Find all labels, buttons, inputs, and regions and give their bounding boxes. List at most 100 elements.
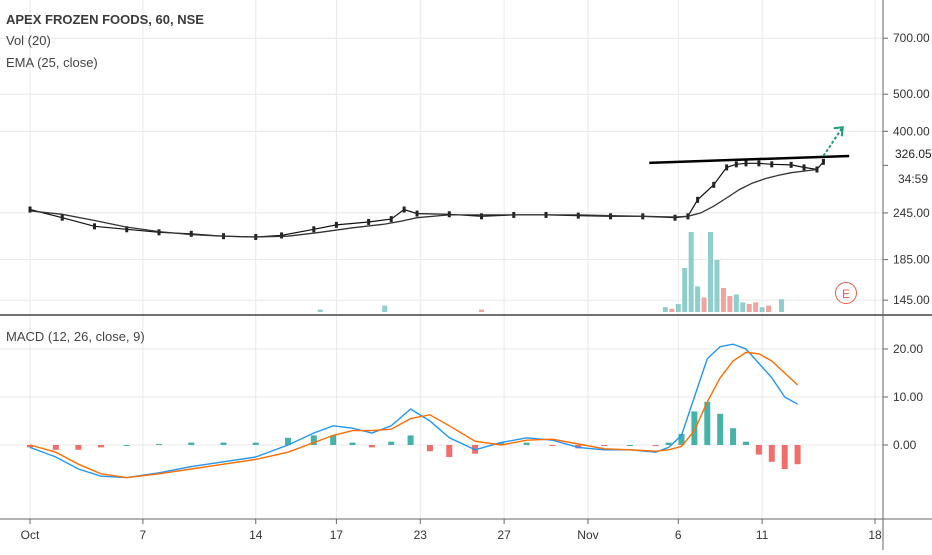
macd-histogram-bar	[652, 445, 659, 446]
volume-bar	[727, 296, 733, 312]
signal-line	[29, 351, 799, 479]
macd-histogram-bar	[75, 445, 82, 450]
price-candle	[415, 210, 419, 217]
price-tick-label: 245.00	[893, 206, 930, 220]
bar-countdown: 34:59	[898, 172, 929, 186]
macd-histogram-bar	[349, 442, 356, 445]
price-candle	[725, 164, 729, 171]
macd-histogram-bar	[220, 442, 227, 445]
time-tick-label: 27	[497, 528, 511, 542]
time-tick-label: Nov	[577, 528, 598, 542]
price-candle	[402, 206, 406, 213]
price-candle	[312, 226, 316, 233]
volume-bar	[740, 302, 746, 312]
price-layer	[28, 126, 850, 240]
macd-histogram-bar	[678, 433, 685, 445]
macd-histogram-bar	[781, 445, 788, 469]
price-candle	[157, 229, 161, 236]
macd-tick-label: 0.00	[893, 438, 917, 452]
volume-bar	[759, 307, 765, 312]
volume-bar	[682, 268, 688, 312]
price-candle	[673, 214, 677, 221]
price-candle	[480, 213, 484, 220]
price-candle	[770, 161, 774, 168]
price-tick-label: 400.00	[893, 124, 930, 138]
volume-bar	[701, 297, 707, 312]
macd-histogram-bar	[285, 437, 292, 445]
macd-histogram-bar	[665, 442, 672, 445]
price-candle	[696, 196, 700, 203]
price-candle	[125, 226, 129, 233]
volume-bar	[766, 305, 772, 312]
price-candle	[367, 218, 371, 225]
macd-histogram-bar	[497, 442, 504, 445]
price-candle	[576, 212, 580, 219]
volume-bar	[746, 304, 752, 312]
macd-histogram-bar	[794, 445, 801, 465]
macd-histogram-bar	[730, 428, 737, 445]
macd-histogram-bar	[768, 445, 775, 462]
macd-tick-label: 20.00	[893, 342, 923, 356]
time-tick-label: Oct	[21, 528, 40, 542]
macd-histogram-bar	[549, 445, 556, 446]
price-tick-label: 145.00	[893, 293, 930, 307]
macd-histogram-bar	[426, 445, 433, 452]
time-tick-label: 17	[330, 528, 344, 542]
volume-bar	[317, 309, 323, 312]
grid-layer	[0, 0, 883, 519]
time-tick-label: 14	[249, 528, 263, 542]
price-candle	[280, 232, 284, 239]
time-tick-label: 23	[414, 528, 428, 542]
time-tick-label: 7	[140, 528, 147, 542]
macd-histogram-bar	[691, 411, 698, 445]
macd-histogram-bar	[407, 435, 414, 445]
macd-histogram-bar	[601, 445, 608, 446]
macd-layer	[27, 343, 801, 479]
macd-histogram-bar	[188, 442, 195, 445]
volume-bar	[662, 307, 668, 312]
volume-bar	[675, 304, 681, 312]
price-candle	[789, 161, 793, 168]
ema-line	[29, 168, 817, 238]
price-candle	[93, 223, 97, 230]
price-candle	[609, 213, 613, 220]
price-tick-label: 185.00	[893, 253, 930, 267]
time-tick-label: 6	[675, 528, 682, 542]
macd-legend[interactable]: MACD (12, 26, close, 9)	[6, 329, 145, 344]
price-candle	[821, 158, 825, 165]
volume-bar	[778, 299, 784, 312]
ema-legend[interactable]: EMA (25, close)	[6, 55, 98, 70]
macd-histogram-bar	[717, 413, 724, 445]
volume-legend[interactable]: Vol (20)	[6, 33, 51, 48]
resistance-trendline	[649, 154, 850, 165]
price-candle	[712, 181, 716, 188]
macd-histogram-bar	[52, 445, 59, 450]
macd-tick-label: 10.00	[893, 390, 923, 404]
volume-bar	[695, 286, 701, 312]
macd-histogram-bar	[27, 445, 33, 448]
earnings-badge-icon[interactable]: E	[835, 282, 857, 304]
price-candle	[189, 230, 193, 237]
breakout-arrow-icon	[822, 126, 844, 157]
volume-bar	[753, 302, 759, 312]
price-series-line	[29, 161, 824, 238]
macd-histogram-bar	[368, 445, 375, 448]
price-candle	[757, 160, 761, 167]
volume-bar	[720, 288, 726, 312]
macd-line	[29, 343, 798, 479]
macd-histogram-bar	[310, 435, 317, 445]
price-candle	[334, 221, 338, 228]
macd-histogram-bar	[330, 435, 337, 445]
symbol-title[interactable]: APEX FROZEN FOODS, 60, NSE	[6, 12, 204, 27]
macd-histogram-bar	[704, 401, 711, 445]
volume-bar	[708, 232, 714, 312]
price-candle	[28, 206, 32, 213]
current-price-label: 326.05	[895, 147, 932, 161]
macd-histogram-bar	[742, 441, 749, 445]
macd-histogram-bar	[123, 445, 130, 446]
time-tick-label: 18	[868, 528, 882, 542]
price-candle	[60, 214, 64, 221]
